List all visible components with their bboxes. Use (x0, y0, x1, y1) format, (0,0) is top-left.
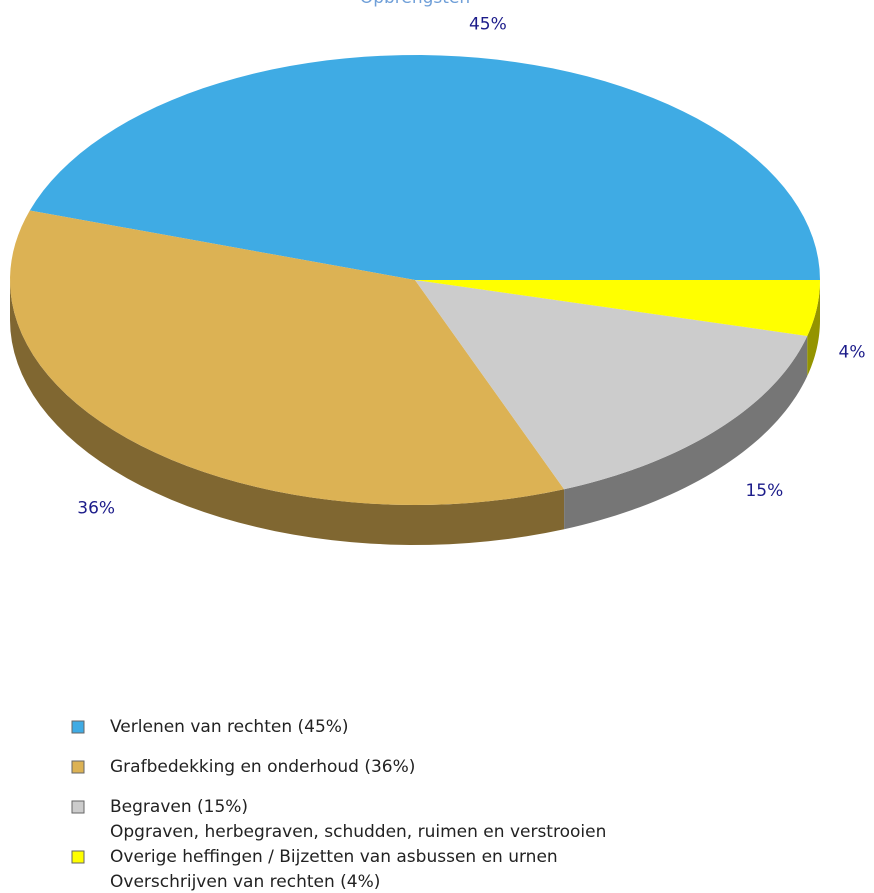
legend-label: Grafbedekking en onderhoud (36%) (110, 757, 415, 777)
slice-side (10, 280, 565, 545)
legend-label: Opgraven, herbegraven, schudden, ruimen … (110, 822, 606, 842)
legend-label: Begraven (15%) (110, 797, 248, 817)
chart-title: Opbrengsten (360, 0, 470, 8)
legend-label: Overschrijven van rechten (4%) (110, 872, 380, 892)
data-label: 15% (745, 481, 783, 501)
data-label: 36% (77, 499, 115, 519)
legend-swatch (71, 760, 85, 774)
legend-label: Verlenen van rechten (45%) (110, 717, 349, 737)
slice (29, 55, 821, 281)
slice (415, 280, 820, 336)
data-label: 45% (469, 14, 507, 34)
legend-swatch (71, 800, 85, 814)
data-label: 4% (839, 342, 866, 362)
slice-side (807, 280, 820, 376)
slice (10, 210, 565, 505)
slice (415, 280, 808, 490)
legend-swatch (71, 720, 85, 734)
legend-swatch (71, 850, 85, 864)
legend-label: Overige heffingen / Bijzetten van asbuss… (110, 847, 558, 867)
slice-side (564, 335, 808, 530)
